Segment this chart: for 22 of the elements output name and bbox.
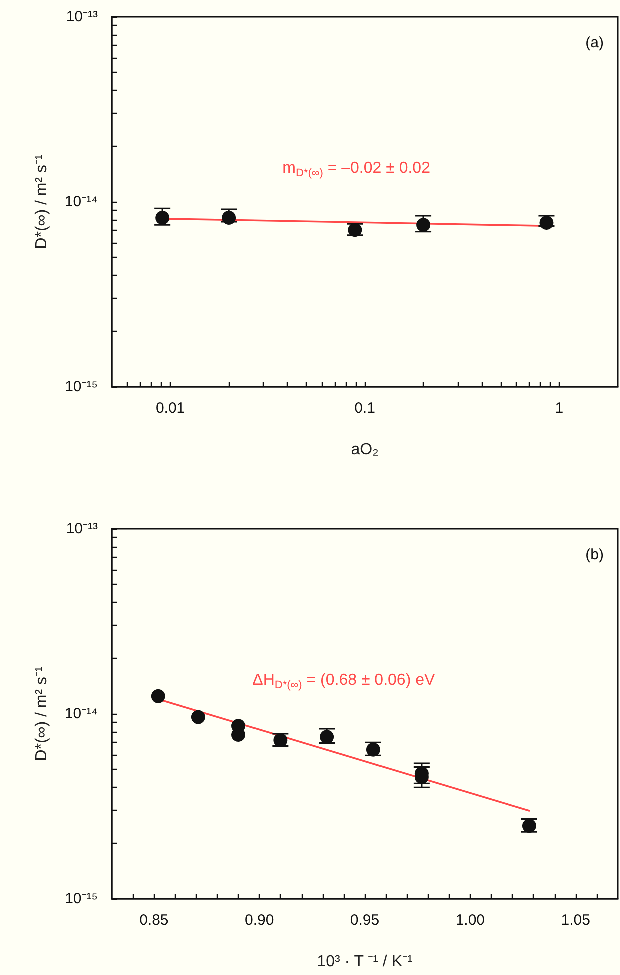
x-tick-label: 0.1 (354, 400, 376, 417)
point (151, 689, 166, 704)
x-axis-title: 10³ · T ⁻¹ / K⁻¹ (317, 954, 413, 970)
y-tick-label: 10⁻¹³ (66, 520, 98, 538)
x-tick-label: 1 (555, 400, 564, 417)
y-tick-label: 10⁻¹⁵ (65, 378, 98, 396)
x-axis-title: aO₂ (351, 442, 379, 458)
x-tick-label: 0.85 (140, 912, 169, 929)
y-tick-label: 10⁻¹⁴ (64, 706, 98, 722)
point (191, 710, 206, 724)
y-tick-label: 10⁻¹³ (66, 8, 98, 26)
x-tick-label: 0.90 (244, 912, 274, 929)
x-tick-label: 0.01 (156, 400, 186, 417)
annotation: (b) (586, 546, 604, 564)
y-tick-label: 10⁻¹⁴ (64, 194, 98, 210)
x-tick-label: 1.05 (561, 912, 590, 929)
annotation: (a) (586, 34, 604, 52)
x-tick-label: 1.00 (456, 912, 486, 929)
y-tick-label: 10⁻¹⁵ (65, 890, 98, 908)
x-tick-label: 0.95 (350, 912, 380, 929)
y-axis-title: D*(∞) / m² s⁻¹ (34, 666, 50, 762)
y-axis-title: D*(∞) / m² s⁻¹ (34, 154, 50, 250)
